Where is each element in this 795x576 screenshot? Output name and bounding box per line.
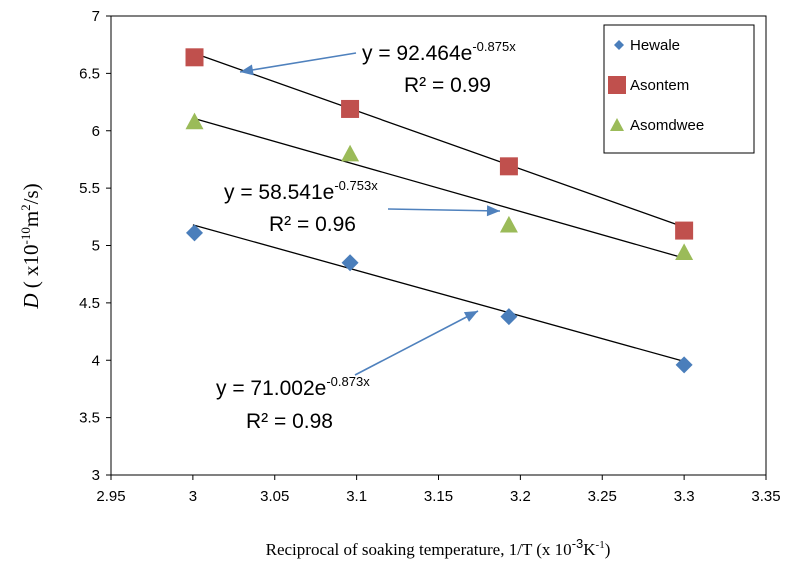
trendline-hewale <box>192 224 685 363</box>
x-tick-label: 3.25 <box>588 488 617 505</box>
y-tick-label: 5.5 <box>79 180 100 197</box>
annotation-arrows <box>239 52 501 376</box>
annotation-r2-asomdwee: R² = 0.96 <box>269 213 356 236</box>
arrow-asomdwee <box>387 208 501 212</box>
annotation-equation-asontem: y = 92.464e-0.875x <box>362 39 516 65</box>
axis-ticks: 3 3.5 4 4.5 5 5.5 6 6.5 7 2.95 3 3.05 3.1 3.15 3.2 3.25… <box>79 8 780 505</box>
x-tick-label: 2.95 <box>96 488 125 505</box>
annotation-equation-hewale: y = 71.002e-0.873x <box>216 374 370 400</box>
y-tick-label: 7 <box>92 8 100 25</box>
point-hewale <box>186 224 204 242</box>
annotation-r2-hewale: R² = 0.98 <box>246 410 333 433</box>
y-tick-label: 6.5 <box>79 65 100 82</box>
legend-label-hewale: Hewale <box>630 37 680 54</box>
arrow-hewale-head <box>463 311 478 322</box>
x-tick-label: 3 <box>189 488 197 505</box>
arrow-asontem-head <box>240 64 254 76</box>
y-tick-label: 6 <box>92 123 100 140</box>
point-asontem <box>185 48 204 67</box>
x-tick-label: 3.15 <box>424 488 453 505</box>
arrow-asontem <box>239 52 357 73</box>
y-tick-label: 3 <box>92 467 100 484</box>
y-tick-label: 4.5 <box>79 295 100 312</box>
trendline-asontem <box>192 52 685 228</box>
legend: Hewale Asontem Asomdwee <box>603 24 755 154</box>
data-markers <box>185 48 694 374</box>
trendline-asomdwee <box>192 117 685 259</box>
point-asomdwee <box>675 243 694 261</box>
y-tick-label: 5 <box>92 238 100 255</box>
x-tick-label: 3.1 <box>346 488 367 505</box>
annotation-equation-asomdwee: y = 58.541e-0.753x <box>224 178 378 204</box>
legend-marker-asomdwee <box>610 118 624 131</box>
point-hewale <box>500 308 518 326</box>
x-axis-label: Reciprocal of soaking temperature, 1/T (… <box>266 536 611 559</box>
point-hewale <box>341 254 359 272</box>
point-asomdwee <box>185 112 204 130</box>
y-axis-label: D ( x10-10m2/s) <box>18 183 43 309</box>
legend-label-asomdwee: Asomdwee <box>630 117 704 134</box>
point-asomdwee <box>341 144 360 162</box>
x-tick-label: 3.2 <box>510 488 531 505</box>
x-tick-label: 3.3 <box>674 488 695 505</box>
arrow-hewale <box>354 310 479 376</box>
y-tick-label: 4 <box>92 352 100 369</box>
legend-marker-asontem <box>608 76 626 94</box>
point-asomdwee <box>499 215 518 233</box>
point-asontem <box>341 99 360 118</box>
arrow-asomdwee-head <box>486 205 500 217</box>
annotation-r2-asontem: R² = 0.99 <box>404 74 491 97</box>
legend-box <box>603 24 755 154</box>
y-tick-label: 3.5 <box>79 410 100 427</box>
point-hewale <box>675 356 693 374</box>
legend-label-asontem: Asontem <box>630 77 689 94</box>
legend-marker-hewale <box>614 40 624 50</box>
x-tick-label: 3.05 <box>260 488 289 505</box>
point-asontem <box>675 221 694 240</box>
trendlines <box>192 52 685 363</box>
point-asontem <box>499 157 518 176</box>
x-tick-label: 3.35 <box>751 488 780 505</box>
